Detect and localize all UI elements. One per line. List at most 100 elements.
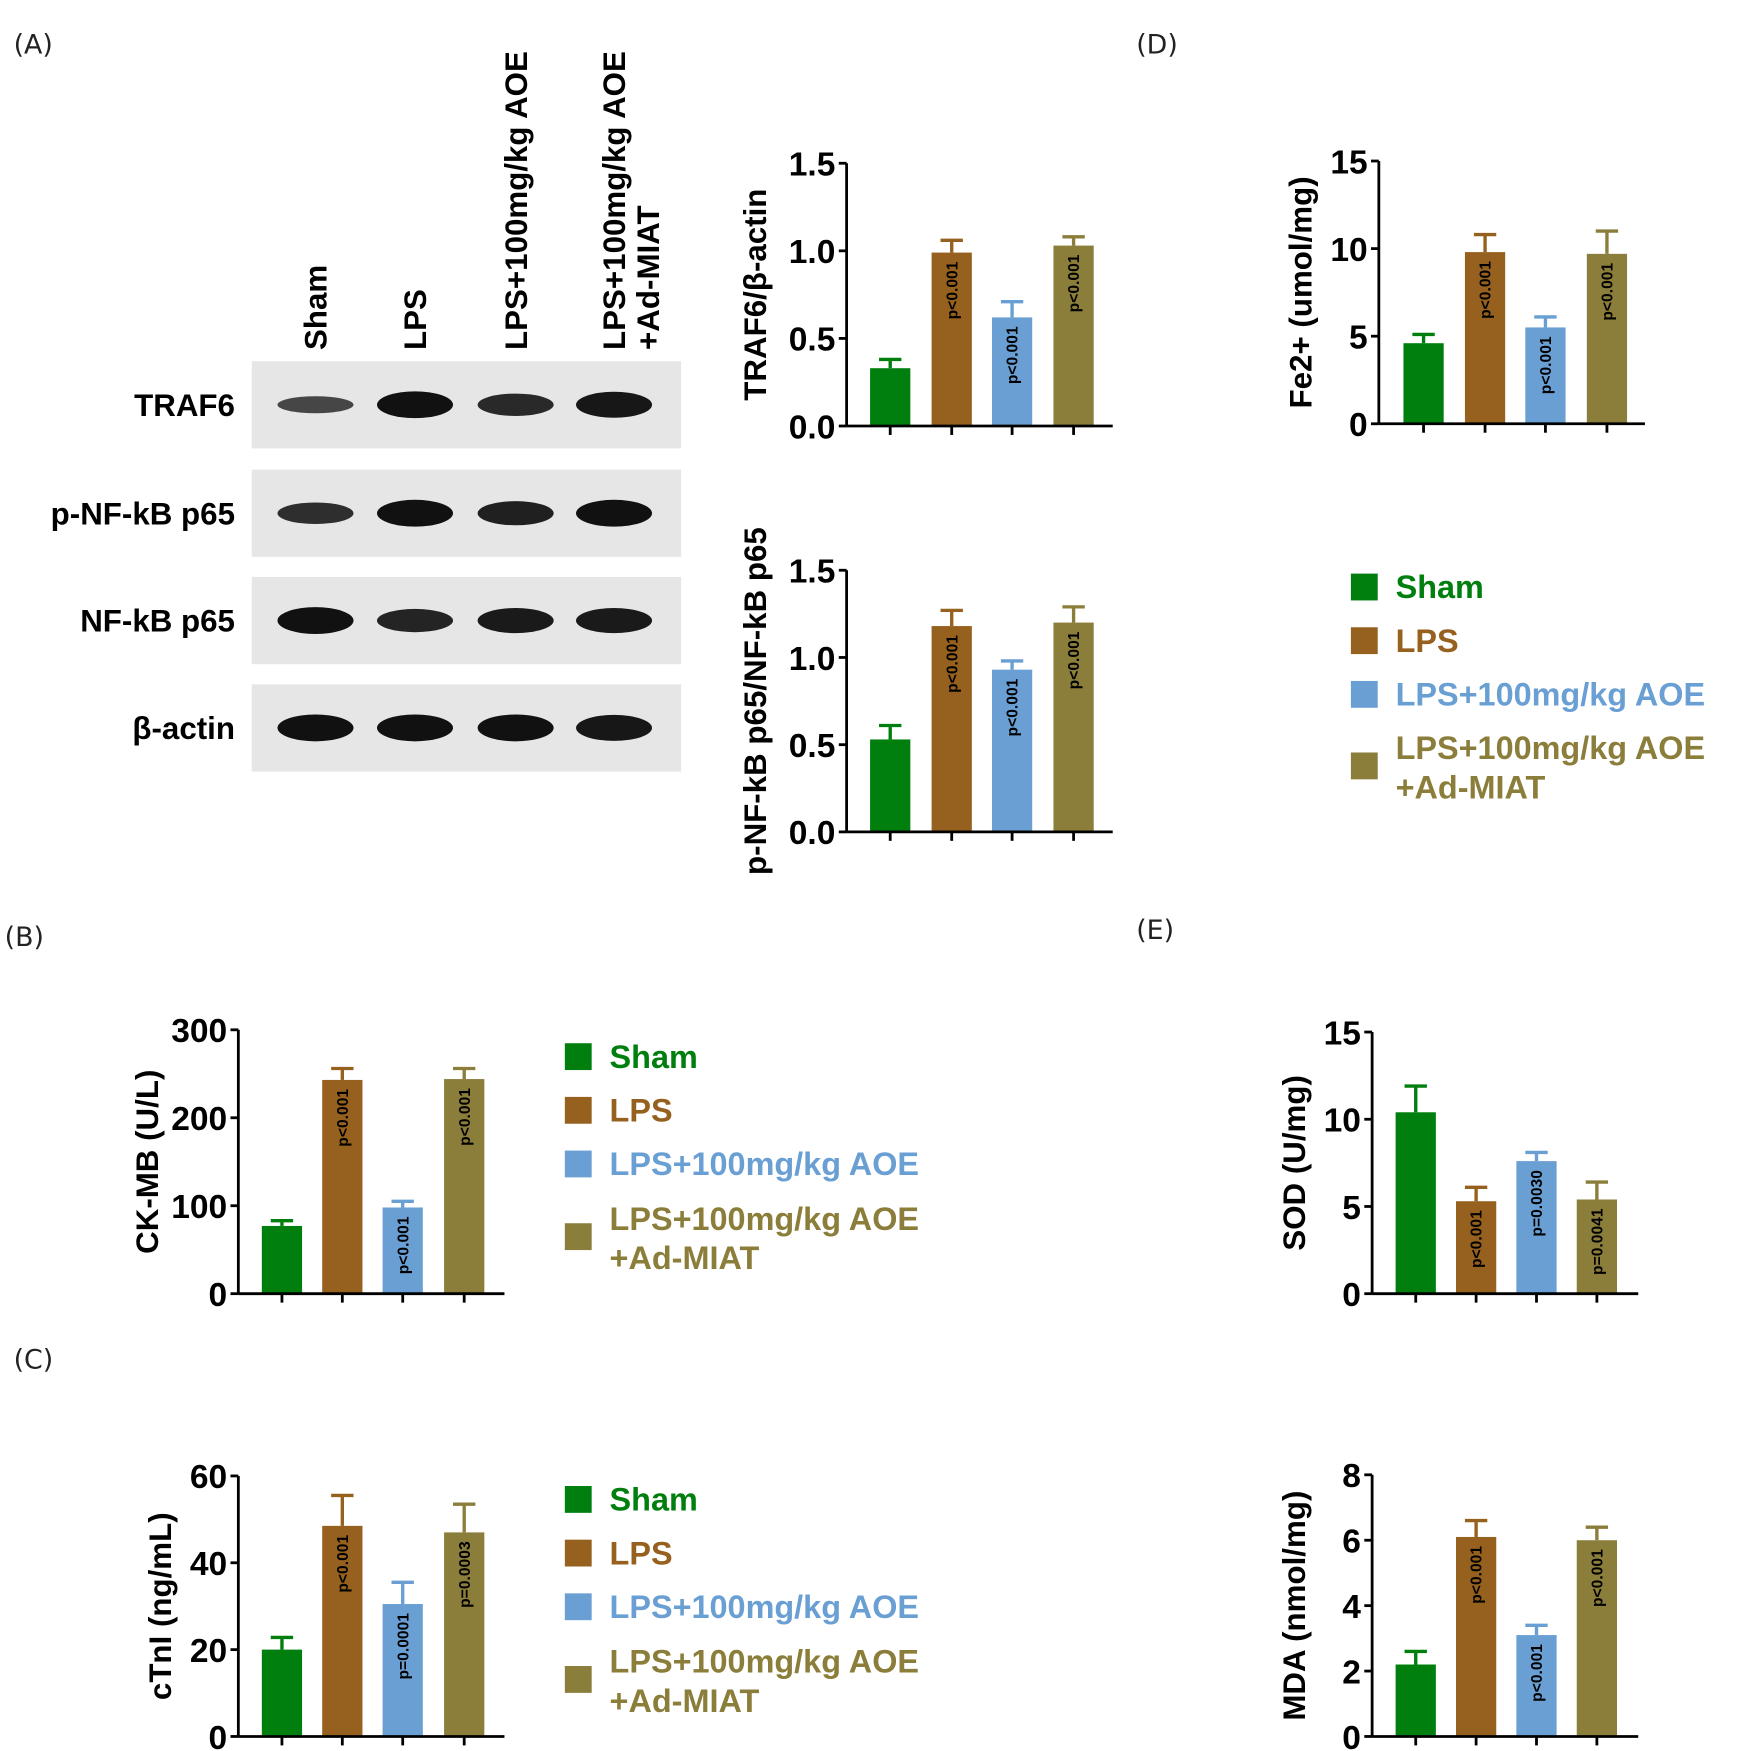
p-value-label: p<0.001 [1589,1549,1606,1607]
legend-swatch [564,1150,592,1178]
y-tick-label: 4 [1342,1589,1361,1626]
p-value-label: p<0.001 [1066,631,1083,689]
bar [1586,253,1628,424]
legend-label: +Ad-MIAT [1396,769,1546,805]
blot-band [277,502,354,524]
y-tick-label: 5 [1349,319,1368,356]
legend-label: Sham [610,1482,698,1518]
y-tick-label: 0.0 [789,815,836,852]
y-tick-label: 5 [1342,1190,1361,1227]
y-tick-label: 0 [1342,1277,1361,1314]
bar [931,626,972,832]
chart-fe2: p<0.001 p<0.001 p<0.001 0 5 10 15 Fe2+ (umol/mg… [1284,144,1645,444]
blot-band [376,499,454,527]
western-blot: TRAF6 p-NF-kB p65 NF-kB p65 β-actin Sham LPS L… [51,51,682,772]
legend-label: LPS+100mg/kg AOE [610,1201,919,1237]
p-value-label: p<0.001 [1005,678,1022,736]
blot-band [477,501,554,526]
legend-swatch [1350,573,1378,601]
y-tick-label: 8 [1342,1458,1361,1495]
blot-band [477,608,554,634]
bar [1455,1536,1497,1737]
legend-label: LPS+100mg/kg AOE [610,1589,919,1625]
y-tick-label: 100 [171,1189,227,1226]
legend-swatch [564,1666,592,1693]
y-tick-label: 1.5 [789,147,836,184]
blot-band [576,714,653,741]
y-axis-label: TRAF6/β-actin [738,189,773,401]
blot-band [576,499,653,527]
blot-band [277,396,354,414]
legend-label: LPS+100mg/kg AOE [1396,677,1705,713]
legend-swatch [1350,627,1378,655]
y-tick-label: 300 [171,1013,227,1050]
legend-label: LPS+100mg/kg AOE [610,1146,919,1182]
chart-sod: p<0.001 p=0.0030 p=0.0041 0 5 10 15 SOD (U/mg) [1277,1015,1639,1314]
legend-label: Sham [610,1039,698,1075]
legend-label: LPS+100mg/kg AOE [1396,730,1705,766]
blot-band [376,714,454,742]
panel-label-b: (B) [5,922,44,953]
y-tick-label: 60 [190,1459,227,1496]
p-value-label: p<0.001 [335,1535,352,1593]
p-value-label: p<0.001 [1538,336,1555,394]
legend-swatch [564,1043,592,1071]
y-tick-label: 2 [1342,1654,1361,1691]
bar [322,1525,363,1737]
bar [1403,343,1444,424]
bar [444,1079,485,1294]
bar [261,1649,303,1737]
y-tick-label: 200 [171,1101,227,1138]
blot-column-label: LPS+100mg/kg AOE [597,51,632,350]
bar [322,1079,363,1294]
p-value-label: p<0.001 [1469,1546,1486,1604]
blot-band [477,714,554,742]
bar-charts: p<0.001 p<0.001 p<0.001 0.0 0.5 1.0 1.5 TRAF6/β… [130,144,1645,1751]
y-tick-label: 1.0 [789,234,836,271]
bar [1395,1664,1436,1737]
bar [1516,1635,1557,1737]
p-value-label: p<0.001 [335,1089,352,1147]
y-tick-label: 15 [1324,1015,1361,1052]
bar [444,1532,485,1737]
p-value-label: p=0.0041 [1589,1208,1606,1275]
blot-column-label: LPS+100mg/kg AOE [499,51,534,350]
p-value-label: p<0.001 [1529,1644,1546,1702]
y-axis-label: SOD (U/mg) [1277,1075,1312,1251]
chart-pnfkb: p<0.001 p<0.001 p<0.001 0.0 0.5 1.0 1.5 p-NF-kB… [738,527,1113,875]
y-axis-label: Fe2+ (umol/mg) [1284,176,1319,408]
bar [1053,622,1094,832]
y-tick-label: 6 [1342,1524,1361,1561]
blot-band [277,607,354,634]
legend-swatch [564,1096,592,1124]
bar [1576,1540,1618,1737]
legend-swatch [564,1593,592,1621]
legend-swatch [564,1539,592,1567]
bar [931,252,972,427]
blot-band [576,608,653,634]
y-axis-label: cTnI (ng/mL) [143,1512,178,1700]
bar [261,1225,303,1294]
blot-band [376,608,454,633]
bar [991,317,1033,427]
p-value-label: p<0.001 [1005,326,1022,384]
legend-label: +Ad-MIAT [610,1683,760,1719]
bar [382,1604,423,1737]
bar [1516,1161,1557,1294]
blot-row-label: p-NF-kB p65 [51,496,235,531]
panel-label-a: (A) [14,30,53,61]
y-axis-label: p-NF-kB p65/NF-kB p65 [738,527,773,875]
blot-column-label: Sham [299,265,334,350]
y-tick-label: 40 [190,1546,227,1583]
bar [1464,252,1506,424]
blot-row-label: β-actin [132,711,235,746]
bar [1395,1112,1436,1294]
y-tick-label: 20 [190,1633,227,1670]
blot-row-label: TRAF6 [134,388,235,423]
y-axis-label: MDA (nmol/mg) [1277,1491,1312,1721]
blot-band [376,391,454,419]
